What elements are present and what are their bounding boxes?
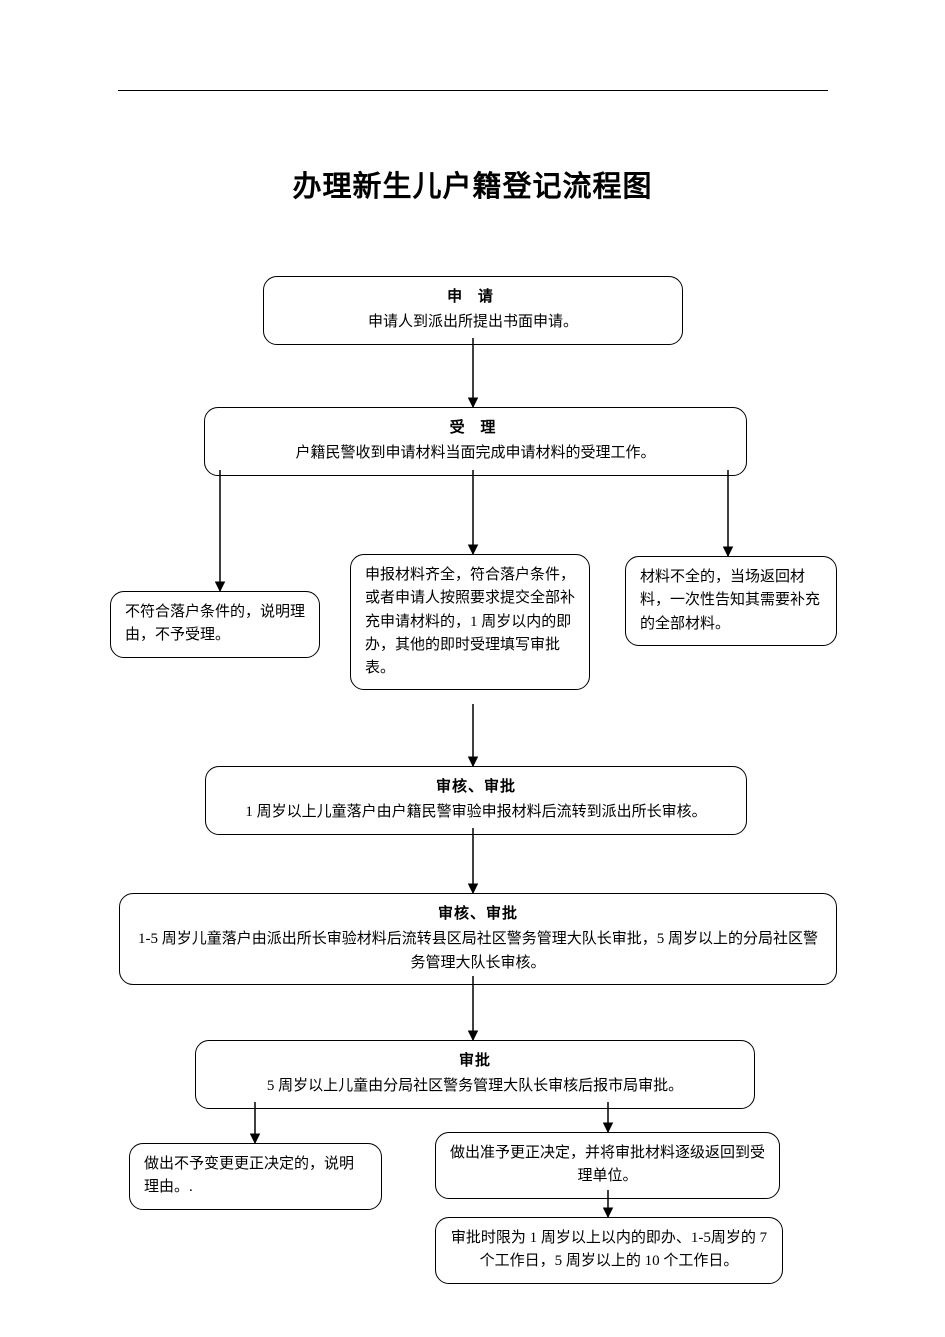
node-reject: 不符合落户条件的，说明理由，不予受理。 — [110, 591, 320, 658]
node-review1-title: 审核、审批 — [220, 776, 732, 799]
node-accept-body: 户籍民警收到申请材料当面完成申请材料的受理工作。 — [219, 442, 732, 465]
node-approve-body: 5 周岁以上儿童由分局社区警务管理大队长审核后报市局审批。 — [210, 1075, 740, 1098]
node-apply-body: 申请人到派出所提出书面申请。 — [278, 311, 668, 334]
node-reject-body: 不符合落户条件的，说明理由，不予受理。 — [125, 601, 305, 648]
node-review2-body: 1-5 周岁儿童落户由派出所长审验材料后流转县区局社区警务管理大队长审批，5 周… — [134, 928, 822, 975]
node-approve: 审批 5 周岁以上儿童由分局社区警务管理大队长审核后报市局审批。 — [195, 1040, 755, 1109]
node-incomplete-body: 材料不全的，当场返回材料，一次性告知其需要补充的全部材料。 — [640, 566, 822, 636]
top-rule — [118, 90, 828, 91]
node-deny-body: 做出不予变更更正决定的，说明理由。. — [144, 1153, 367, 1200]
page-title: 办理新生儿户籍登记流程图 — [0, 163, 945, 205]
node-apply-title: 申 请 — [278, 286, 668, 309]
node-review2-title: 审核、审批 — [134, 903, 822, 926]
node-accept: 受 理 户籍民警收到申请材料当面完成申请材料的受理工作。 — [204, 407, 747, 476]
node-incomplete: 材料不全的，当场返回材料，一次性告知其需要补充的全部材料。 — [625, 556, 837, 646]
node-time-body: 审批时限为 1 周岁以上以内的即办、1-5周岁的 7 个工作日，5 周岁以上的 … — [450, 1227, 768, 1274]
node-review2: 审核、审批 1-5 周岁儿童落户由派出所长审验材料后流转县区局社区警务管理大队长… — [119, 893, 837, 985]
node-grant: 做出准予更正决定，并将审批材料逐级返回到受理单位。 — [435, 1132, 780, 1199]
node-accept-title: 受 理 — [219, 417, 732, 440]
node-review1: 审核、审批 1 周岁以上儿童落户由户籍民警审验申报材料后流转到派出所长审核。 — [205, 766, 747, 835]
node-apply: 申 请 申请人到派出所提出书面申请。 — [263, 276, 683, 345]
node-time: 审批时限为 1 周岁以上以内的即办、1-5周岁的 7 个工作日，5 周岁以上的 … — [435, 1217, 783, 1284]
node-deny: 做出不予变更更正决定的，说明理由。. — [129, 1143, 382, 1210]
node-complete-body: 申报材料齐全，符合落户条件，或者申请人按照要求提交全部补充申请材料的，1 周岁以… — [365, 564, 575, 680]
node-approve-title: 审批 — [210, 1050, 740, 1073]
node-review1-body: 1 周岁以上儿童落户由户籍民警审验申报材料后流转到派出所长审核。 — [220, 801, 732, 824]
node-grant-body: 做出准予更正决定，并将审批材料逐级返回到受理单位。 — [450, 1142, 765, 1189]
node-complete: 申报材料齐全，符合落户条件，或者申请人按照要求提交全部补充申请材料的，1 周岁以… — [350, 554, 590, 690]
